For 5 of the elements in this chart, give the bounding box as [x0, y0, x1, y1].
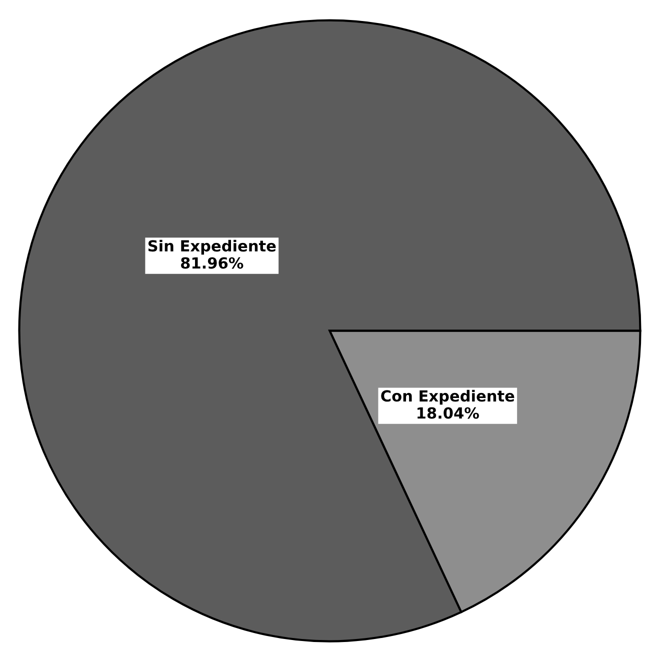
pie-slice — [18, 19, 642, 642]
slice-label: Sin Expediente — [148, 240, 276, 255]
slice-label: Con Expediente — [381, 390, 514, 405]
data-label: 18.04% — [418, 407, 479, 419]
data-label: 81.96% — [181, 257, 244, 269]
